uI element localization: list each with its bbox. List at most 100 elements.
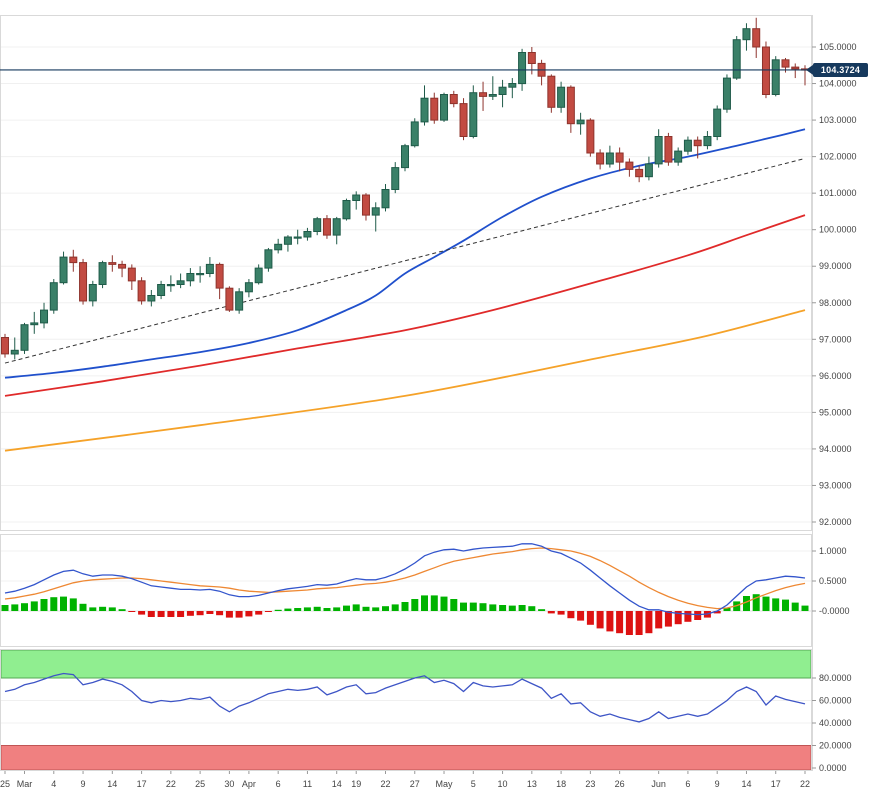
- macd-histogram-bar: [274, 609, 282, 611]
- macd-histogram-bar: [21, 603, 28, 611]
- candle: [752, 17, 761, 58]
- macd-histogram-bar: [206, 611, 214, 614]
- macd-histogram-bar: [69, 598, 77, 611]
- candle-body: [49, 282, 58, 311]
- candle-body: [791, 66, 800, 70]
- candle: [615, 147, 624, 172]
- candle-body: [79, 262, 88, 302]
- candle: [722, 74, 731, 113]
- candle-body: [361, 194, 370, 216]
- candle-body: [420, 97, 429, 123]
- y-axis-label: 103.0000: [819, 115, 857, 125]
- candle: [498, 79, 507, 108]
- candle-body: [527, 52, 536, 64]
- macd-histogram-bar: [547, 611, 555, 614]
- macd-histogram-bar: [284, 608, 292, 611]
- x-axis-label: 4: [51, 779, 56, 789]
- macd-histogram-bar: [479, 603, 487, 611]
- x-axis-label: 30: [224, 779, 234, 789]
- stoch-pane-border: [0, 649, 812, 771]
- candle-body: [615, 152, 624, 163]
- candle: [371, 202, 380, 232]
- macd-histogram-bar: [40, 599, 48, 611]
- macd-histogram-bar: [235, 611, 243, 618]
- macd-histogram-bar: [313, 606, 321, 611]
- trendline-dashed: [4, 157, 806, 364]
- candle: [186, 268, 195, 287]
- x-axis-label: 17: [771, 779, 781, 789]
- candle: [605, 145, 614, 168]
- x-axis-label: 18: [556, 779, 566, 789]
- macd-histogram-bar: [401, 602, 409, 611]
- candle-body: [322, 218, 331, 236]
- y-axis-label: 98.0000: [819, 298, 852, 308]
- candle-body: [625, 161, 634, 170]
- y-axis-label: 97.0000: [819, 334, 852, 344]
- macd-histogram-bar: [382, 606, 389, 611]
- candle: [244, 279, 253, 298]
- candle-body: [20, 324, 29, 351]
- macd-histogram-bar: [99, 606, 107, 611]
- macd-histogram-bar: [352, 604, 360, 611]
- candle-body: [244, 282, 253, 293]
- candle: [225, 286, 234, 312]
- candle: [196, 266, 205, 283]
- candle-body: [293, 236, 302, 239]
- x-axis-label: Mar: [17, 779, 33, 789]
- macd-histogram-bar: [323, 608, 331, 611]
- macd-histogram-bar: [499, 605, 507, 611]
- macd-histogram-bar: [79, 603, 87, 611]
- overbought-band: [0, 649, 812, 679]
- candle-body: [30, 322, 39, 326]
- x-axis-label: 9: [81, 779, 86, 789]
- candle-body: [722, 77, 731, 110]
- macd-histogram-bar: [567, 611, 575, 619]
- macd-line: [4, 543, 806, 616]
- price-pane[interactable]: [0, 15, 812, 531]
- macd-histogram-bar: [440, 596, 448, 611]
- macd-histogram-bar: [147, 611, 155, 617]
- candle: [313, 216, 322, 236]
- y-axis-label: 102.0000: [819, 152, 857, 162]
- moving-average-blue: [4, 128, 806, 379]
- x-axis-label: 14: [332, 779, 342, 789]
- macd-histogram-bar: [108, 607, 116, 611]
- moving-average-red: [4, 214, 806, 397]
- candle-body: [761, 46, 770, 95]
- candle: [596, 149, 605, 170]
- macd-histogram-bar: [1, 605, 9, 611]
- candle-body: [771, 59, 780, 95]
- x-axis-label: 27: [410, 779, 420, 789]
- macd-histogram-bar: [264, 611, 272, 612]
- x-axis[interactable]: 25 Mar 4 9 14 17 22 25 30 Apr 6 11 14 19 22 27 May 5 10 13 1…: [0, 771, 810, 789]
- y-axis[interactable]: 105.0000 104.0000 103.0000 102.0000 101.0000…: [806, 15, 857, 773]
- candle-body: [147, 295, 156, 302]
- candle-body: [752, 28, 761, 48]
- x-axis-label: 25: [195, 779, 205, 789]
- candle: [108, 255, 117, 272]
- candle-body: [674, 150, 683, 163]
- candle: [381, 184, 390, 212]
- candle-body: [166, 284, 175, 287]
- candle-body: [732, 39, 741, 79]
- macd-pane[interactable]: [0, 534, 812, 647]
- macd-histogram-bar: [489, 604, 497, 611]
- y-axis-label: 95.0000: [819, 407, 852, 417]
- candle: [79, 258, 88, 305]
- candle-body: [518, 52, 527, 85]
- candle-body: [605, 152, 614, 165]
- candle-body: [59, 256, 68, 284]
- candle-body: [654, 136, 663, 165]
- candle-body: [469, 92, 478, 137]
- candle: [254, 264, 263, 285]
- candle: [635, 165, 644, 183]
- candle: [127, 264, 136, 290]
- macd-histogram-bar: [528, 606, 536, 611]
- x-axis-label: 9: [715, 779, 720, 789]
- candle: [566, 85, 575, 133]
- y-axis-label: 104.0000: [819, 79, 857, 89]
- stochastic-pane[interactable]: [0, 649, 812, 771]
- candle: [791, 63, 800, 79]
- candle: [713, 105, 722, 141]
